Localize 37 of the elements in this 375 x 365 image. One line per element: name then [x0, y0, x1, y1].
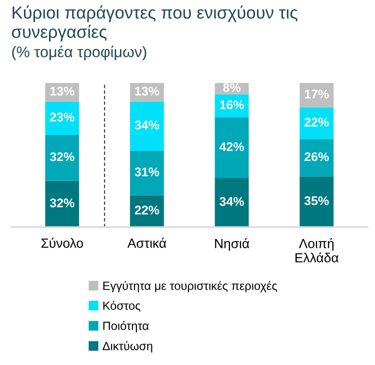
data-label: 13% — [50, 86, 74, 96]
data-label: 34% — [220, 197, 244, 206]
bar — [45, 180, 80, 228]
data-label: 42% — [219, 142, 244, 152]
data-label: 16% — [220, 100, 244, 110]
x-tick-label: Λοιπή Ελλάδα — [295, 238, 338, 262]
legend-label: Δικτύωση — [102, 341, 152, 353]
x-tick-label: Νησιά — [215, 238, 250, 251]
data-label: 22% — [304, 118, 329, 127]
bar — [300, 82, 334, 108]
data-label: 32% — [50, 152, 74, 162]
bar — [300, 176, 334, 228]
legend-label: Ποιότητα — [103, 321, 149, 332]
legend-label: Κόστος — [103, 300, 140, 312]
chart-title: Κύριοι παράγοντες που ενισχύουν τις συνεργασίες — [12, 5, 298, 42]
legend-label: Εγγύτητα με τουριστικές περιοχές — [103, 280, 278, 292]
data-label: 26% — [304, 152, 329, 162]
data-label: 34% — [134, 120, 160, 130]
data-label: 32% — [50, 198, 74, 208]
bar — [45, 102, 80, 135]
bar — [300, 107, 334, 140]
x-tick-label: Αστικά — [127, 238, 166, 248]
bar — [130, 150, 164, 196]
bar — [45, 134, 80, 181]
data-label: 23% — [50, 112, 74, 122]
bar — [130, 102, 164, 151]
bar — [300, 139, 334, 177]
data-label: 8% — [223, 83, 240, 92]
bar — [214, 117, 249, 178]
data-label: 13% — [135, 86, 160, 96]
data-label: 22% — [134, 206, 160, 214]
chart-subtitle: (% τομέα τροφίμων) — [12, 46, 146, 60]
data-label: 17% — [304, 90, 329, 98]
x-tick-label: Σύνολο — [41, 238, 83, 248]
bar — [214, 178, 249, 228]
data-label: 35% — [304, 196, 329, 206]
data-label: 31% — [134, 167, 160, 176]
